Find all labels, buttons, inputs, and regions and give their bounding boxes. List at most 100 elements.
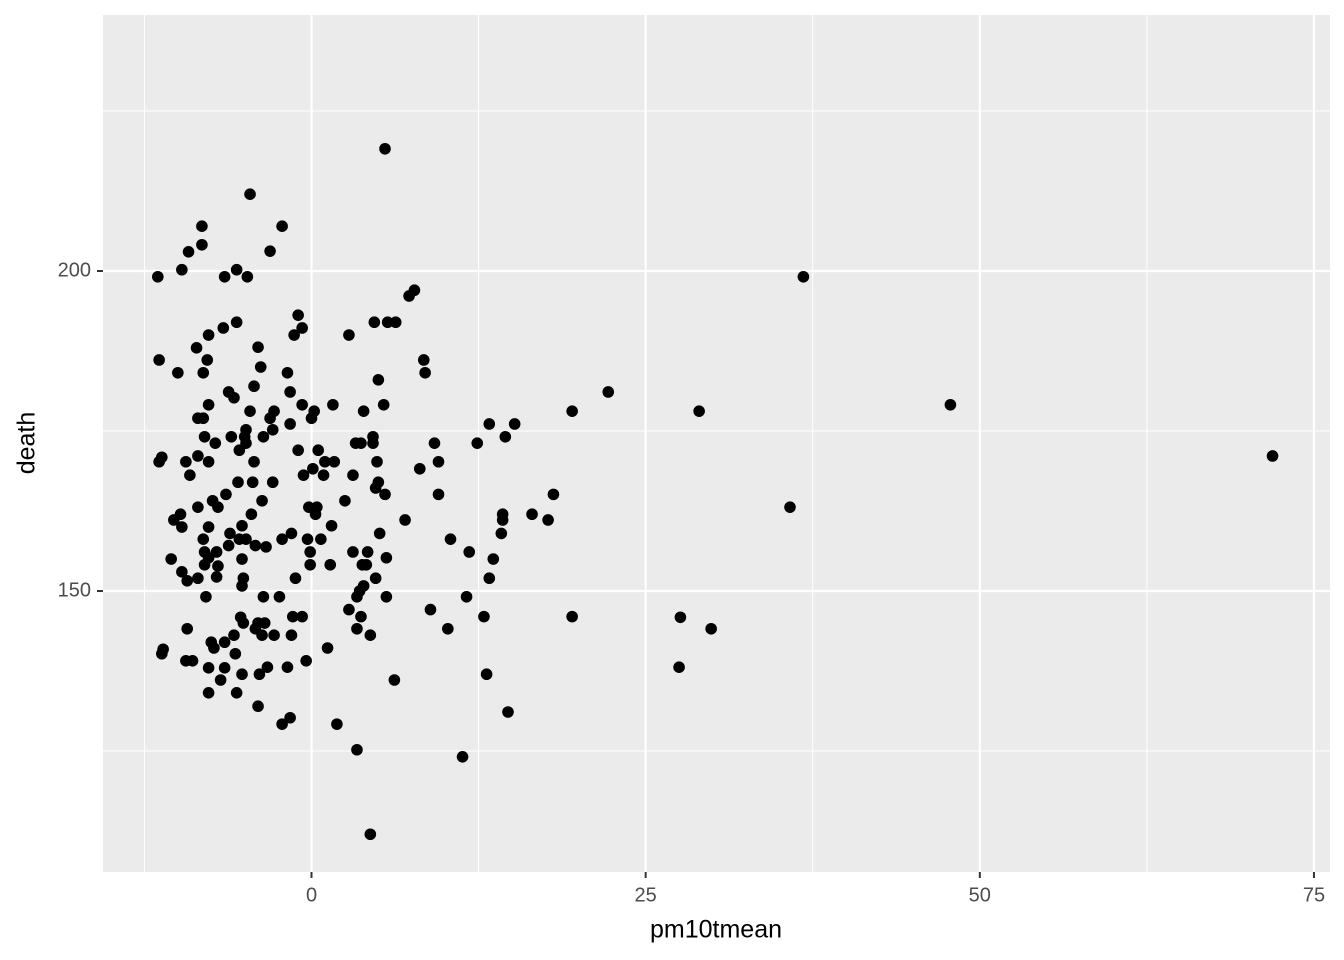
point <box>325 519 338 532</box>
point <box>339 494 351 507</box>
point <box>212 560 224 572</box>
point <box>218 270 231 283</box>
point <box>674 611 687 624</box>
point <box>328 455 341 468</box>
point <box>236 553 248 565</box>
point <box>273 590 286 603</box>
point <box>197 533 210 545</box>
point <box>196 238 208 251</box>
point <box>417 354 430 366</box>
point <box>228 391 240 404</box>
point <box>547 488 560 501</box>
point <box>296 322 308 334</box>
point <box>212 501 224 513</box>
point <box>209 437 222 449</box>
point <box>152 270 164 283</box>
point <box>463 546 476 558</box>
point <box>266 423 279 436</box>
point <box>201 354 214 366</box>
point <box>483 572 496 585</box>
point <box>364 828 377 841</box>
point <box>300 654 312 667</box>
point <box>413 462 426 475</box>
point <box>432 488 445 501</box>
point <box>256 494 268 507</box>
point <box>471 437 484 449</box>
point <box>542 514 554 526</box>
x-tick-label: 75 <box>1303 884 1325 906</box>
point <box>210 546 223 558</box>
point <box>229 647 242 660</box>
ticks: 0 25 50 75 150 200 <box>58 259 1325 906</box>
point <box>286 610 299 623</box>
point <box>260 541 272 553</box>
point <box>355 437 367 449</box>
x-tick-label: 50 <box>969 884 991 906</box>
point <box>196 220 208 233</box>
point <box>284 711 296 724</box>
point <box>182 246 195 258</box>
point <box>230 686 243 699</box>
point <box>222 539 235 552</box>
point <box>602 386 615 398</box>
point <box>180 455 192 468</box>
point <box>292 444 304 457</box>
point <box>218 662 231 674</box>
point <box>217 322 230 334</box>
point <box>357 580 370 592</box>
point <box>192 572 204 585</box>
point <box>499 430 512 443</box>
point <box>327 398 339 411</box>
point <box>460 590 473 603</box>
point <box>480 668 493 681</box>
point <box>153 354 165 366</box>
x-axis-title: pm10tmean <box>650 916 782 944</box>
point <box>276 533 288 545</box>
point <box>240 437 252 449</box>
point <box>202 686 215 699</box>
point <box>190 342 203 354</box>
point <box>355 610 367 623</box>
point <box>228 629 240 641</box>
point <box>237 617 250 629</box>
point <box>351 743 363 756</box>
point <box>369 572 382 585</box>
point <box>268 405 280 417</box>
point <box>244 188 256 201</box>
point <box>198 430 211 443</box>
point <box>301 533 314 545</box>
point <box>784 501 796 513</box>
point <box>289 572 302 585</box>
point <box>502 706 514 718</box>
point <box>343 329 355 341</box>
point <box>172 366 184 379</box>
panel <box>103 15 1330 872</box>
point <box>268 629 280 641</box>
y-axis-title: death <box>13 412 41 475</box>
point <box>202 455 215 468</box>
point <box>388 674 401 686</box>
point <box>176 263 188 276</box>
point <box>248 455 260 468</box>
point <box>312 444 324 457</box>
point <box>566 610 578 623</box>
point <box>281 661 294 673</box>
point <box>236 519 248 532</box>
point <box>304 558 316 571</box>
point <box>281 366 294 379</box>
point <box>230 263 243 276</box>
point <box>444 533 457 545</box>
point <box>419 366 431 379</box>
point <box>487 553 500 565</box>
point <box>197 366 210 379</box>
point <box>246 476 259 489</box>
point <box>202 398 215 411</box>
point <box>248 380 260 393</box>
point <box>225 430 238 443</box>
point <box>176 521 188 533</box>
point <box>285 527 298 540</box>
point <box>566 405 578 417</box>
point <box>202 551 215 564</box>
point <box>317 469 330 481</box>
